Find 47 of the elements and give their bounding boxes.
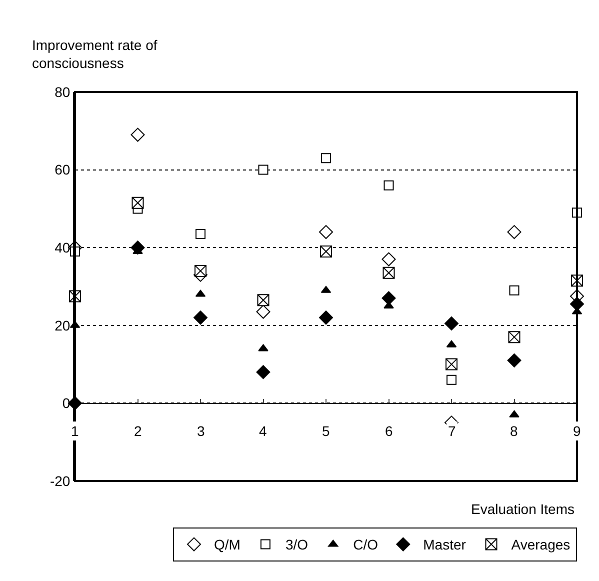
point (507, 225, 522, 240)
x-tick-label: 9 (573, 423, 581, 439)
y-tick-label: 20 (54, 317, 70, 334)
point (256, 304, 270, 319)
y-tick-label: -20 (50, 472, 70, 489)
point (258, 344, 268, 352)
legend-label: Q/M (214, 536, 240, 553)
point (321, 153, 331, 164)
point (130, 240, 145, 255)
point (258, 164, 268, 175)
point (382, 291, 396, 306)
point (130, 128, 145, 142)
point (320, 245, 332, 258)
point (194, 310, 208, 325)
point (509, 410, 520, 418)
legend-label: 3/O (285, 536, 308, 553)
point (446, 358, 458, 370)
x-tick-label: 1 (71, 423, 79, 439)
y-tick-label: 80 (54, 84, 70, 100)
point (508, 331, 520, 344)
x-tick-label: 6 (385, 423, 393, 439)
point (382, 252, 396, 266)
legend-label: Master (423, 536, 466, 553)
x-axis-title: Evaluation Items (471, 501, 574, 517)
point (256, 365, 270, 380)
point (507, 353, 522, 368)
point (319, 225, 333, 240)
x-tick-label: 3 (197, 423, 205, 439)
x-tick-label: 8 (510, 423, 518, 439)
point (382, 266, 395, 279)
legend-label: Averages (511, 536, 570, 553)
point (194, 264, 206, 277)
x-tick-label: 4 (259, 423, 267, 439)
x-tick-label: 2 (134, 423, 142, 439)
point (444, 316, 458, 330)
point (132, 196, 144, 209)
y-tick-label: 60 (54, 162, 70, 178)
point (509, 285, 520, 296)
y-tick-label: 40 (54, 240, 70, 256)
point (319, 310, 333, 325)
x-tick-label: 5 (322, 423, 330, 439)
point (257, 294, 270, 306)
point (196, 228, 206, 239)
legend-label: C/O (353, 536, 378, 553)
point (446, 374, 456, 385)
point (384, 180, 394, 190)
y-axis-title: Improvement rate of consciousness (32, 37, 158, 72)
